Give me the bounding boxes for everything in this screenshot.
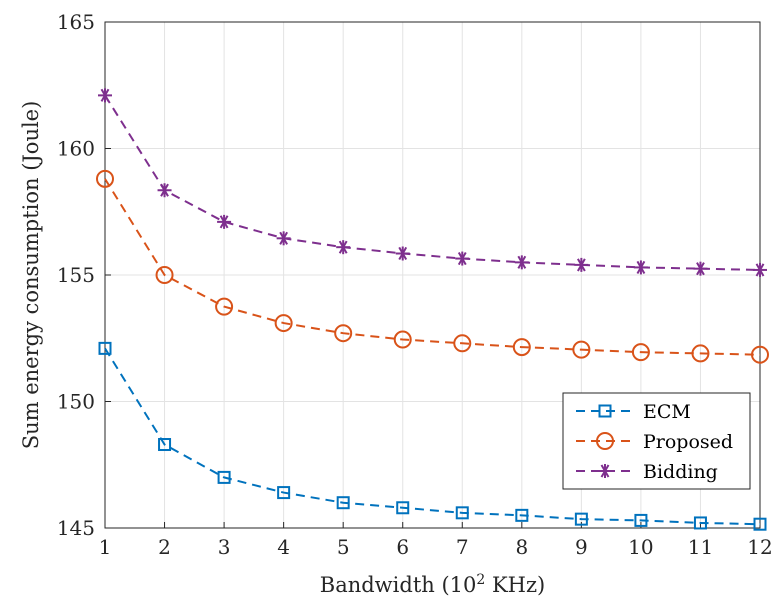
data-point-proposed bbox=[274, 314, 293, 333]
legend-item-proposed: Proposed bbox=[576, 431, 733, 453]
data-point-proposed bbox=[393, 330, 412, 349]
data-point-ecm bbox=[455, 506, 469, 520]
legend-marker-bidding bbox=[598, 464, 612, 478]
legend: ECM Proposed Bidding bbox=[562, 392, 751, 490]
data-point-proposed bbox=[572, 340, 591, 359]
x-tick-label: 8 bbox=[515, 535, 528, 559]
series-line-bidding bbox=[104, 94, 761, 271]
x-tick-label: 6 bbox=[396, 535, 409, 559]
legend-label: ECM bbox=[643, 401, 691, 423]
series-ecm bbox=[98, 341, 767, 531]
data-point-ecm bbox=[277, 486, 291, 500]
data-point-ecm bbox=[574, 512, 588, 526]
legend-item-ecm: ECM bbox=[576, 401, 691, 423]
data-point-ecm bbox=[753, 517, 767, 531]
data-point-proposed bbox=[631, 343, 650, 362]
data-point-bidding bbox=[514, 255, 529, 270]
data-point-proposed bbox=[334, 324, 353, 343]
series-line-proposed bbox=[104, 178, 761, 356]
x-tick-label: 7 bbox=[456, 535, 469, 559]
data-point-ecm bbox=[693, 516, 707, 530]
data-point-bidding bbox=[395, 246, 410, 261]
data-point-proposed bbox=[512, 338, 531, 357]
data-point-ecm bbox=[158, 438, 172, 452]
x-tick-label: 1 bbox=[99, 535, 112, 559]
data-point-proposed bbox=[751, 345, 769, 364]
data-point-ecm bbox=[634, 513, 648, 527]
series-layer bbox=[96, 88, 769, 531]
x-tick-label: 3 bbox=[218, 535, 231, 559]
data-point-bidding bbox=[276, 231, 291, 246]
data-point-bidding bbox=[753, 262, 767, 277]
legend-marker-ecm bbox=[598, 404, 612, 418]
data-point-bidding bbox=[336, 240, 351, 255]
x-tick-label: 5 bbox=[337, 535, 350, 559]
data-point-proposed bbox=[453, 334, 472, 353]
legend-marker-proposed bbox=[596, 432, 614, 450]
data-point-bidding bbox=[633, 260, 648, 275]
x-axis-label: Bandwidth (102 KHz) bbox=[320, 572, 545, 597]
x-tick-label: 9 bbox=[575, 535, 588, 559]
legend-item-bidding: Bidding bbox=[576, 461, 718, 483]
data-point-proposed bbox=[96, 169, 114, 188]
x-axis-label-superscript: 2 bbox=[476, 572, 485, 588]
y-tick-label: 150 bbox=[57, 390, 95, 414]
data-point-ecm bbox=[396, 501, 410, 515]
data-point-ecm bbox=[515, 508, 529, 522]
y-tick-label: 165 bbox=[57, 10, 95, 34]
x-tick-label: 10 bbox=[628, 535, 653, 559]
data-point-bidding bbox=[98, 88, 112, 103]
data-point-bidding bbox=[455, 251, 470, 266]
data-point-bidding bbox=[217, 214, 232, 229]
data-point-proposed bbox=[215, 297, 234, 316]
data-point-bidding bbox=[157, 183, 172, 198]
data-point-bidding bbox=[693, 261, 708, 276]
x-tick-label: 11 bbox=[688, 535, 713, 559]
legend-label: Proposed bbox=[643, 431, 733, 453]
data-point-proposed bbox=[155, 266, 174, 284]
data-point-ecm bbox=[217, 470, 231, 484]
x-tick-label: 12 bbox=[747, 535, 772, 559]
data-point-ecm bbox=[336, 496, 350, 510]
data-point-ecm bbox=[98, 341, 112, 355]
series-line-ecm bbox=[104, 347, 761, 526]
x-tick-label: 2 bbox=[158, 535, 171, 559]
y-axis-label: Sum energy consumption (Joule) bbox=[19, 101, 43, 450]
x-axis-label-end: KHz) bbox=[485, 573, 545, 597]
data-point-proposed bbox=[691, 344, 710, 363]
x-tick-label: 4 bbox=[277, 535, 290, 559]
legend-label: Bidding bbox=[643, 461, 718, 483]
y-tick-label: 155 bbox=[57, 263, 95, 287]
y-tick-label: 160 bbox=[57, 137, 95, 161]
x-axis-label-main: Bandwidth (10 bbox=[320, 573, 477, 597]
series-bidding bbox=[98, 88, 767, 277]
data-point-bidding bbox=[574, 257, 589, 272]
series-proposed bbox=[96, 169, 769, 364]
y-tick-label: 145 bbox=[57, 516, 95, 540]
